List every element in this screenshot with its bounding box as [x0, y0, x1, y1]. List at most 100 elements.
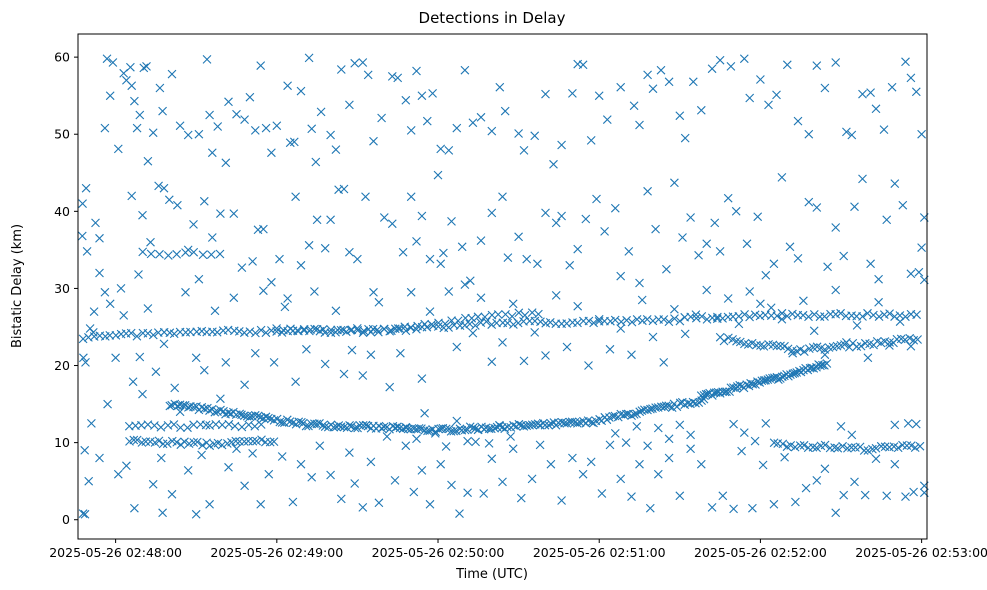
track-point: [606, 316, 615, 326]
data-point: [216, 209, 225, 218]
track-point: [210, 407, 220, 417]
data-point: [643, 186, 652, 196]
data-point: [858, 174, 867, 184]
track-point: [180, 437, 189, 447]
data-point: [463, 436, 472, 446]
data-point: [460, 65, 470, 75]
data-point: [304, 53, 314, 63]
data-point: [764, 100, 773, 110]
track-point: [664, 317, 674, 327]
track-point: [205, 441, 215, 451]
data-point: [476, 236, 486, 245]
track-point: [379, 324, 389, 334]
data-point: [476, 293, 486, 303]
data-point: [412, 434, 421, 444]
track-point: [132, 331, 142, 341]
data-point: [457, 242, 467, 252]
data-point: [105, 299, 115, 309]
track-point: [237, 422, 247, 432]
track-point: [799, 347, 809, 356]
data-point: [288, 497, 298, 507]
data-point: [734, 319, 744, 329]
data-point: [108, 58, 118, 67]
data-point: [452, 342, 462, 352]
track-point: [156, 422, 166, 432]
data-point: [911, 87, 921, 97]
track-point: [621, 409, 631, 419]
data-point: [345, 247, 354, 257]
track-point: [406, 322, 416, 332]
data-point: [283, 294, 292, 303]
data-point: [130, 503, 139, 513]
track-point: [420, 319, 430, 329]
data-point: [731, 206, 741, 216]
track-point: [822, 359, 832, 368]
data-point: [839, 490, 849, 500]
track-point: [833, 443, 843, 453]
data-point: [387, 219, 397, 229]
data-point: [739, 54, 749, 64]
track-point: [184, 439, 194, 448]
data-point: [245, 92, 255, 102]
track-point: [217, 420, 227, 430]
track-point: [560, 418, 569, 428]
data-point: [143, 156, 153, 166]
track-point: [334, 421, 344, 430]
track-point: [600, 316, 609, 326]
data-point: [170, 383, 180, 393]
data-point: [664, 434, 674, 444]
data-point: [551, 291, 561, 300]
data-point: [316, 107, 326, 117]
track-point: [551, 319, 561, 329]
track-point: [234, 327, 244, 336]
data-point: [240, 380, 249, 390]
track-point: [318, 324, 328, 334]
data-point: [729, 504, 738, 514]
data-point: [715, 247, 725, 256]
track-point: [858, 312, 867, 321]
track-point: [573, 318, 582, 328]
data-point: [581, 214, 591, 224]
track-point: [691, 313, 701, 323]
track-point: [124, 421, 134, 431]
data-point: [460, 280, 470, 289]
data-point: [369, 136, 378, 146]
track-point: [809, 310, 819, 319]
data-point: [113, 469, 123, 479]
data-point: [417, 211, 427, 221]
data-point: [648, 332, 658, 342]
data-point: [135, 110, 145, 120]
data-point: [670, 178, 679, 188]
track-point: [251, 328, 260, 338]
data-point: [382, 432, 392, 441]
data-point: [737, 446, 746, 456]
data-point: [132, 123, 142, 133]
data-points: [77, 53, 929, 519]
track-point: [198, 440, 207, 450]
data-point: [237, 263, 247, 272]
x-axis-label: Time (UTC): [455, 567, 528, 582]
track-point: [250, 421, 260, 431]
data-point: [624, 247, 634, 256]
track-point: [192, 437, 202, 447]
data-point: [594, 91, 604, 101]
data-point: [809, 326, 819, 336]
data-point: [269, 358, 279, 367]
track-point: [294, 417, 304, 427]
data-point: [568, 89, 577, 98]
track-point: [536, 317, 545, 327]
data-point: [557, 211, 566, 221]
track-point: [423, 426, 432, 436]
data-point: [573, 244, 583, 254]
data-point: [444, 287, 454, 296]
track-point: [460, 425, 470, 435]
data-point: [80, 509, 90, 519]
data-point: [820, 464, 830, 474]
data-point: [350, 479, 360, 488]
data-point: [831, 223, 841, 232]
data-point: [82, 247, 92, 256]
data-point: [860, 490, 870, 500]
track-point: [230, 421, 240, 431]
data-point: [696, 459, 706, 469]
track-point: [211, 420, 221, 429]
